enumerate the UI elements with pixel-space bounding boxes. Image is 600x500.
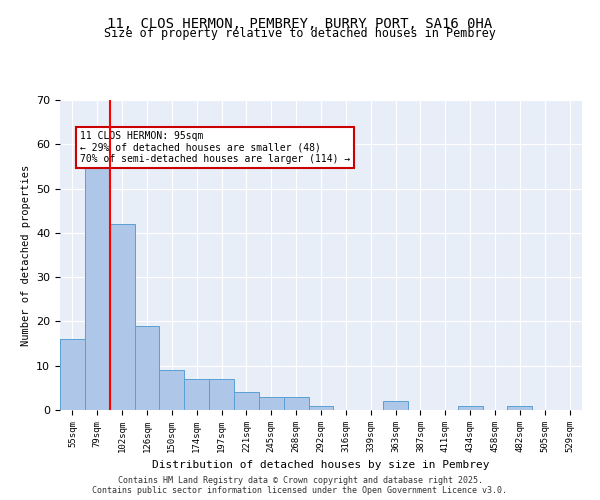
Bar — [458, 406, 482, 410]
Bar — [209, 379, 234, 410]
Bar — [383, 401, 408, 410]
Bar — [234, 392, 259, 410]
X-axis label: Distribution of detached houses by size in Pembrey: Distribution of detached houses by size … — [152, 460, 490, 470]
Y-axis label: Number of detached properties: Number of detached properties — [20, 164, 31, 346]
Text: Size of property relative to detached houses in Pembrey: Size of property relative to detached ho… — [104, 28, 496, 40]
Text: 11, CLOS HERMON, PEMBREY, BURRY PORT, SA16 0HA: 11, CLOS HERMON, PEMBREY, BURRY PORT, SA… — [107, 18, 493, 32]
Bar — [60, 339, 85, 410]
Bar — [85, 166, 110, 410]
Bar — [134, 326, 160, 410]
Bar — [508, 406, 532, 410]
Text: Contains HM Land Registry data © Crown copyright and database right 2025.
Contai: Contains HM Land Registry data © Crown c… — [92, 476, 508, 495]
Bar — [284, 396, 308, 410]
Bar — [184, 379, 209, 410]
Text: 11 CLOS HERMON: 95sqm
← 29% of detached houses are smaller (48)
70% of semi-deta: 11 CLOS HERMON: 95sqm ← 29% of detached … — [80, 131, 350, 164]
Bar — [308, 406, 334, 410]
Bar — [259, 396, 284, 410]
Bar — [110, 224, 134, 410]
Bar — [160, 370, 184, 410]
